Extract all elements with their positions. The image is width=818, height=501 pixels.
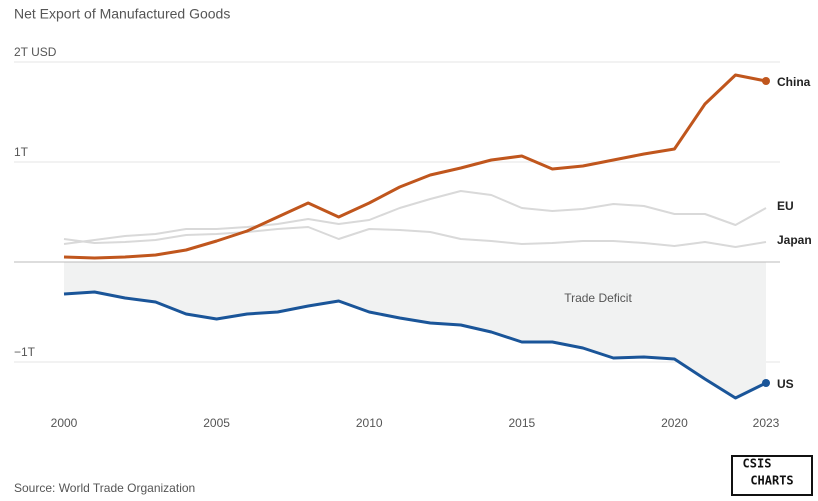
- end-dot: [762, 77, 770, 85]
- line: [63, 190, 767, 245]
- x-tick-label: 2015: [508, 416, 535, 430]
- line: [63, 290, 767, 400]
- end-dot: [762, 379, 770, 387]
- deficit-area: [64, 262, 766, 398]
- series-label: EU: [777, 199, 794, 213]
- x-tick-label: 2020: [661, 416, 688, 430]
- logo: CSIS CHARTS: [731, 455, 813, 496]
- x-tick-label: 2005: [203, 416, 230, 430]
- series-label: US: [777, 377, 794, 391]
- chart-title: Net Export of Manufactured Goods: [14, 6, 230, 22]
- logo-frame: [731, 455, 813, 496]
- x-tick-label: 2000: [51, 416, 78, 430]
- line: [63, 73, 767, 260]
- series-label: China: [777, 75, 811, 89]
- y-tick-label: 1T: [14, 145, 29, 159]
- logo-top: CSIS: [743, 457, 772, 471]
- x-tick-label: 2010: [356, 416, 383, 430]
- series-label: Japan: [777, 233, 812, 247]
- y-tick-label: 2T USD: [14, 45, 57, 59]
- source: Source: World Trade Organization: [14, 481, 195, 495]
- logo-bottom: CHARTS: [750, 474, 793, 488]
- x-tick-label: 2023: [753, 416, 780, 430]
- y-tick-label: −1T: [14, 345, 36, 359]
- annotation: Trade Deficit: [564, 291, 632, 305]
- line: [63, 226, 767, 248]
